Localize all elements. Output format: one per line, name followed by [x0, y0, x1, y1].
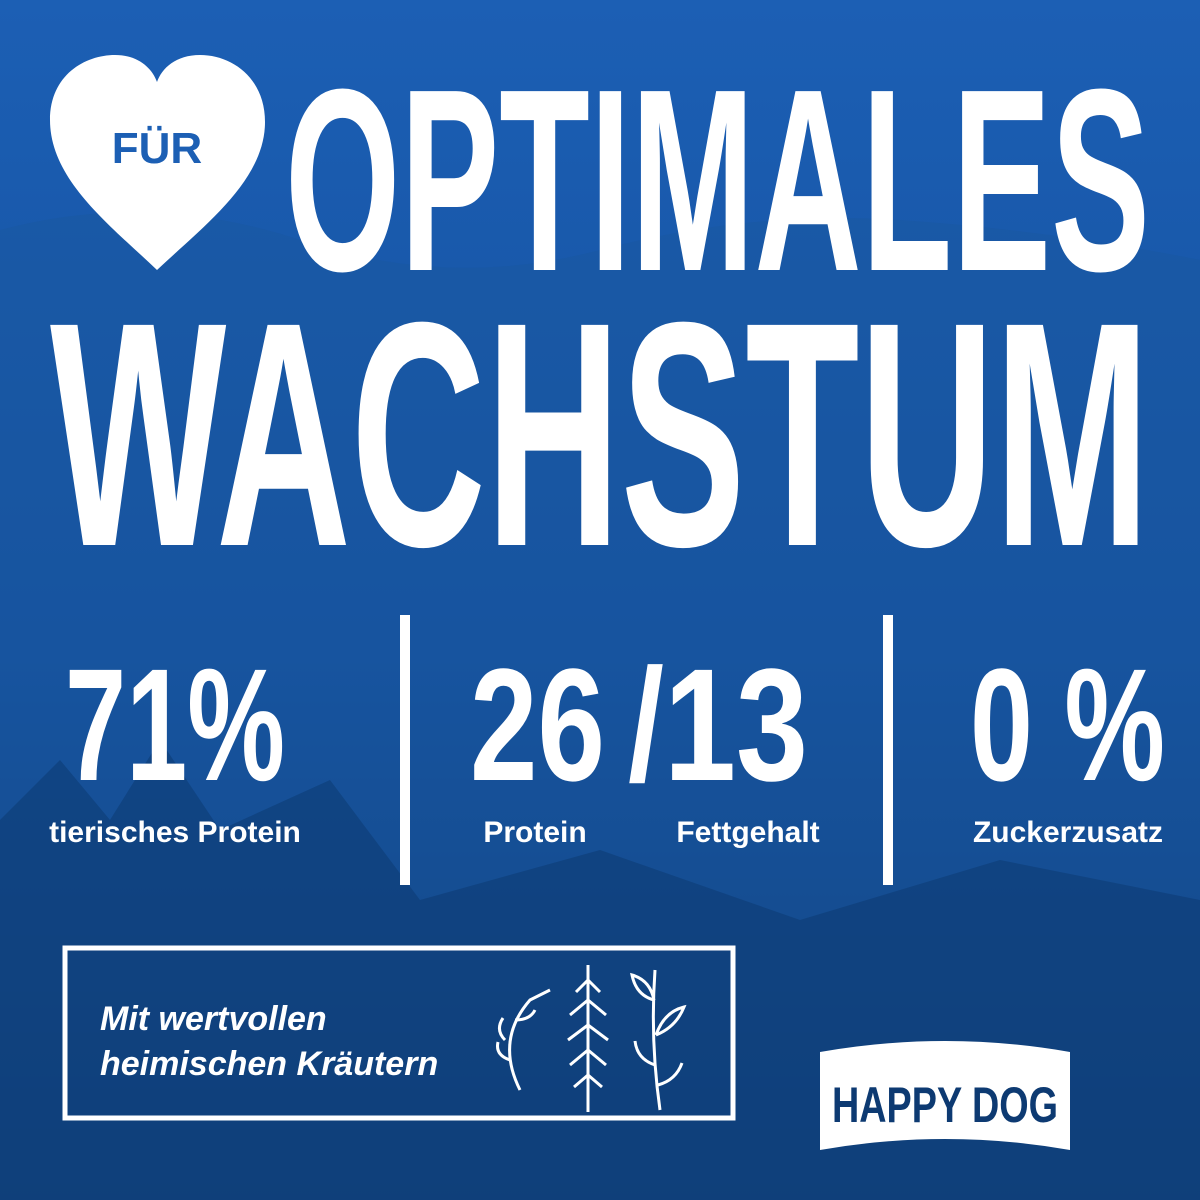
stat-label: tierisches Protein: [49, 816, 301, 849]
stat-label: Fettgehalt: [676, 816, 819, 849]
stat-value: /13: [628, 635, 808, 814]
stat-value: 0 %: [970, 635, 1165, 814]
logo-badge: [820, 1041, 1070, 1150]
stat-value: 71%: [65, 635, 285, 814]
herbs-box: [62, 945, 736, 1121]
stat-label: Protein: [483, 816, 586, 849]
logo: HAPPY DOG: [832, 1077, 1058, 1133]
herbs-text: Mit wertvollen: [100, 1000, 327, 1038]
stat-value: 26: [470, 635, 605, 814]
herbs-text: heimischen Kräutern: [100, 1045, 438, 1083]
headline: OPTIMALES: [285, 36, 1150, 326]
heart: [50, 55, 265, 270]
stat-label: Zuckerzusatz: [973, 816, 1163, 849]
heart-label: FÜR: [112, 124, 202, 173]
headline: WACHSTUM: [50, 255, 1150, 613]
herb-icons: [496, 965, 687, 1112]
